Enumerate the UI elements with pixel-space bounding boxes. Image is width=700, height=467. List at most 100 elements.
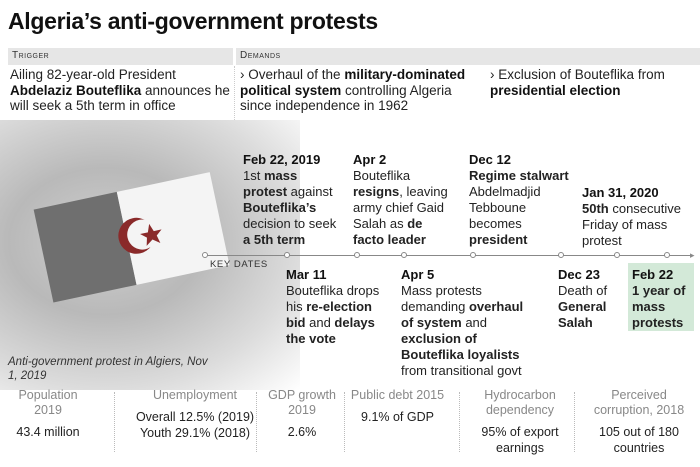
event-text: Regime stalwart Abdelmadjid Tebboune bec… <box>469 168 569 247</box>
stat-label: Public debt 2015 <box>350 388 445 402</box>
stat-item: Perceived corruption, 2018 105 out of 180… <box>580 388 698 456</box>
timeline-tick <box>354 252 360 258</box>
bold-text: 50th <box>582 201 609 216</box>
stat-value: 95% of export earnings <box>481 425 559 455</box>
divider <box>574 392 575 452</box>
event-text: Bouteflika resigns, leaving army chief G… <box>353 168 448 247</box>
text-segment: and <box>305 315 335 330</box>
divider <box>344 392 345 452</box>
divider <box>459 392 460 452</box>
demands-header: Demands <box>236 48 700 65</box>
trigger-header: Trigger <box>8 48 233 65</box>
timeline-tick <box>664 252 670 258</box>
stat-value: 43.4 million <box>16 425 80 439</box>
event-date: Dec 23 <box>558 267 600 282</box>
event-text: 1 year of mass protests <box>632 283 685 330</box>
text-segment: from transitional govt <box>401 363 522 378</box>
event-text: 1st mass protest against Bouteflika’s de… <box>243 168 336 247</box>
text-segment: decision to seek <box>243 216 337 231</box>
text-segment: Ailing 82-year-old President <box>10 67 176 82</box>
bold-text: delays the vote <box>286 315 375 346</box>
timeline-event: Dec 23 Death of General Salah <box>558 267 623 331</box>
text-segment: Mass protests demanding <box>401 283 482 314</box>
bold-text: a 5th term <box>243 232 306 247</box>
event-date: Feb 22, 2019 <box>243 152 321 167</box>
text-segment: Abdelmadjid Tebboune becomes <box>469 184 541 231</box>
event-date: Apr 5 <box>401 267 435 282</box>
trigger-text: Ailing 82-year-old President Abdelaziz B… <box>10 67 235 114</box>
event-date: Mar 11 <box>286 267 327 282</box>
timeline-tick <box>284 252 290 258</box>
timeline-event: Jan 31, 2020 50th consecutive Friday of m… <box>582 185 682 249</box>
bold-text: 1 year of mass protests <box>632 283 686 330</box>
stat-label: Unemployment <box>152 388 238 402</box>
text-segment: announces he will seek a 5th term in off… <box>10 82 230 114</box>
event-text: Bouteflika drops his re-election bid and… <box>286 283 379 346</box>
demand-item: › Overhaul of the military-dominated pol… <box>240 67 480 114</box>
bold-text: military-dominated political system <box>240 67 466 98</box>
bold-text: exclusion of Bouteflika loyalists <box>401 331 520 362</box>
text-segment: controlling Algeria since independence i… <box>240 82 452 114</box>
arrow-icon: ▸ <box>690 250 695 260</box>
timeline-event: Dec 12 Regime stalwart Abdelmadjid Tebbou… <box>469 152 569 248</box>
highlight-box <box>628 263 694 331</box>
stat-item: Public debt 2015 9.1% of GDP <box>350 388 445 425</box>
timeline-tick <box>202 252 208 258</box>
text-segment: › Exclusion of Bouteflika from <box>490 67 665 82</box>
text-segment: Bouteflika <box>353 168 411 183</box>
timeline-tick <box>558 252 564 258</box>
bold-text: General Salah <box>558 299 607 330</box>
stat-label: Perceived corruption, 2018 <box>593 388 685 417</box>
timeline-event: Feb 22 1 year of mass protests <box>632 267 694 331</box>
text-segment: › Overhaul of the <box>240 67 345 82</box>
timeline-axis <box>205 255 693 256</box>
text-segment: Bouteflika drops his <box>286 283 380 314</box>
text-segment: Death of <box>558 283 608 298</box>
event-text: Mass protests demanding overhaul of syst… <box>401 283 523 378</box>
key-dates-label: Key dates <box>210 259 268 270</box>
stat-value: 105 out of 180 countries <box>599 425 679 455</box>
stat-value: 9.1% of GDP <box>361 410 434 424</box>
divider <box>234 66 235 120</box>
divider <box>256 392 257 452</box>
stat-item: GDP growth 2019 2.6% <box>262 388 342 440</box>
demand-item: › Exclusion of Bouteflika from president… <box>490 67 700 98</box>
bold-text: mass protest <box>243 168 298 199</box>
algerian-flag-icon <box>33 172 230 303</box>
timeline-tick <box>401 252 407 258</box>
photo-caption: Anti-government protest in Algiers, Nov … <box>8 356 208 382</box>
event-date: Dec 12 <box>469 152 511 167</box>
text-segment: and <box>461 315 488 330</box>
text-segment: , leaving army chief Gaid Salah as <box>353 184 448 231</box>
divider <box>114 392 115 452</box>
event-text: Death of General Salah <box>558 283 607 330</box>
bold-text: Abdelaziz Bouteflika <box>10 82 142 98</box>
text-segment: against <box>287 184 333 199</box>
event-date: Jan 31, 2020 <box>582 185 659 200</box>
bold-text: resigns <box>353 184 400 199</box>
timeline-event: Mar 11 Bouteflika drops his re-election b… <box>286 267 391 347</box>
timeline-event: Apr 2 Bouteflika resigns, leaving army ch… <box>353 152 453 248</box>
stat-value: 2.6% <box>287 425 317 439</box>
bold-text: Bouteflika’s <box>243 200 317 215</box>
bold-text: Regime stalwart <box>469 168 569 183</box>
bold-text: overhaul of system <box>401 299 524 330</box>
timeline-tick <box>614 252 620 258</box>
timeline-event: Feb 22, 2019 1st mass protest against Bou… <box>243 152 338 248</box>
bold-text: re-election bid <box>286 299 372 330</box>
stat-value: Overall 12.5% (2019) Youth 29.1% (2018) <box>135 410 255 440</box>
bold-text: presidential election <box>490 82 621 98</box>
bold-text: president <box>469 232 528 247</box>
stat-item: Unemployment Overall 12.5% (2019) Youth 2… <box>120 388 270 441</box>
event-date: Feb 22 <box>632 267 674 282</box>
text-segment: 1st <box>243 168 264 183</box>
bold-text: de facto leader <box>353 216 426 247</box>
text-segment: consecutive Friday of mass protest <box>582 201 681 248</box>
event-text: 50th consecutive Friday of mass protest <box>582 201 681 248</box>
stat-label: Population 2019 <box>18 388 78 417</box>
stat-item: Population 2019 43.4 million <box>8 388 88 440</box>
timeline-tick <box>470 252 476 258</box>
stat-item: Hydrocarbon dependency 95% of export earn… <box>465 388 575 456</box>
page-title: Algeria’s anti-government protests <box>8 8 378 34</box>
event-date: Apr 2 <box>353 152 387 167</box>
